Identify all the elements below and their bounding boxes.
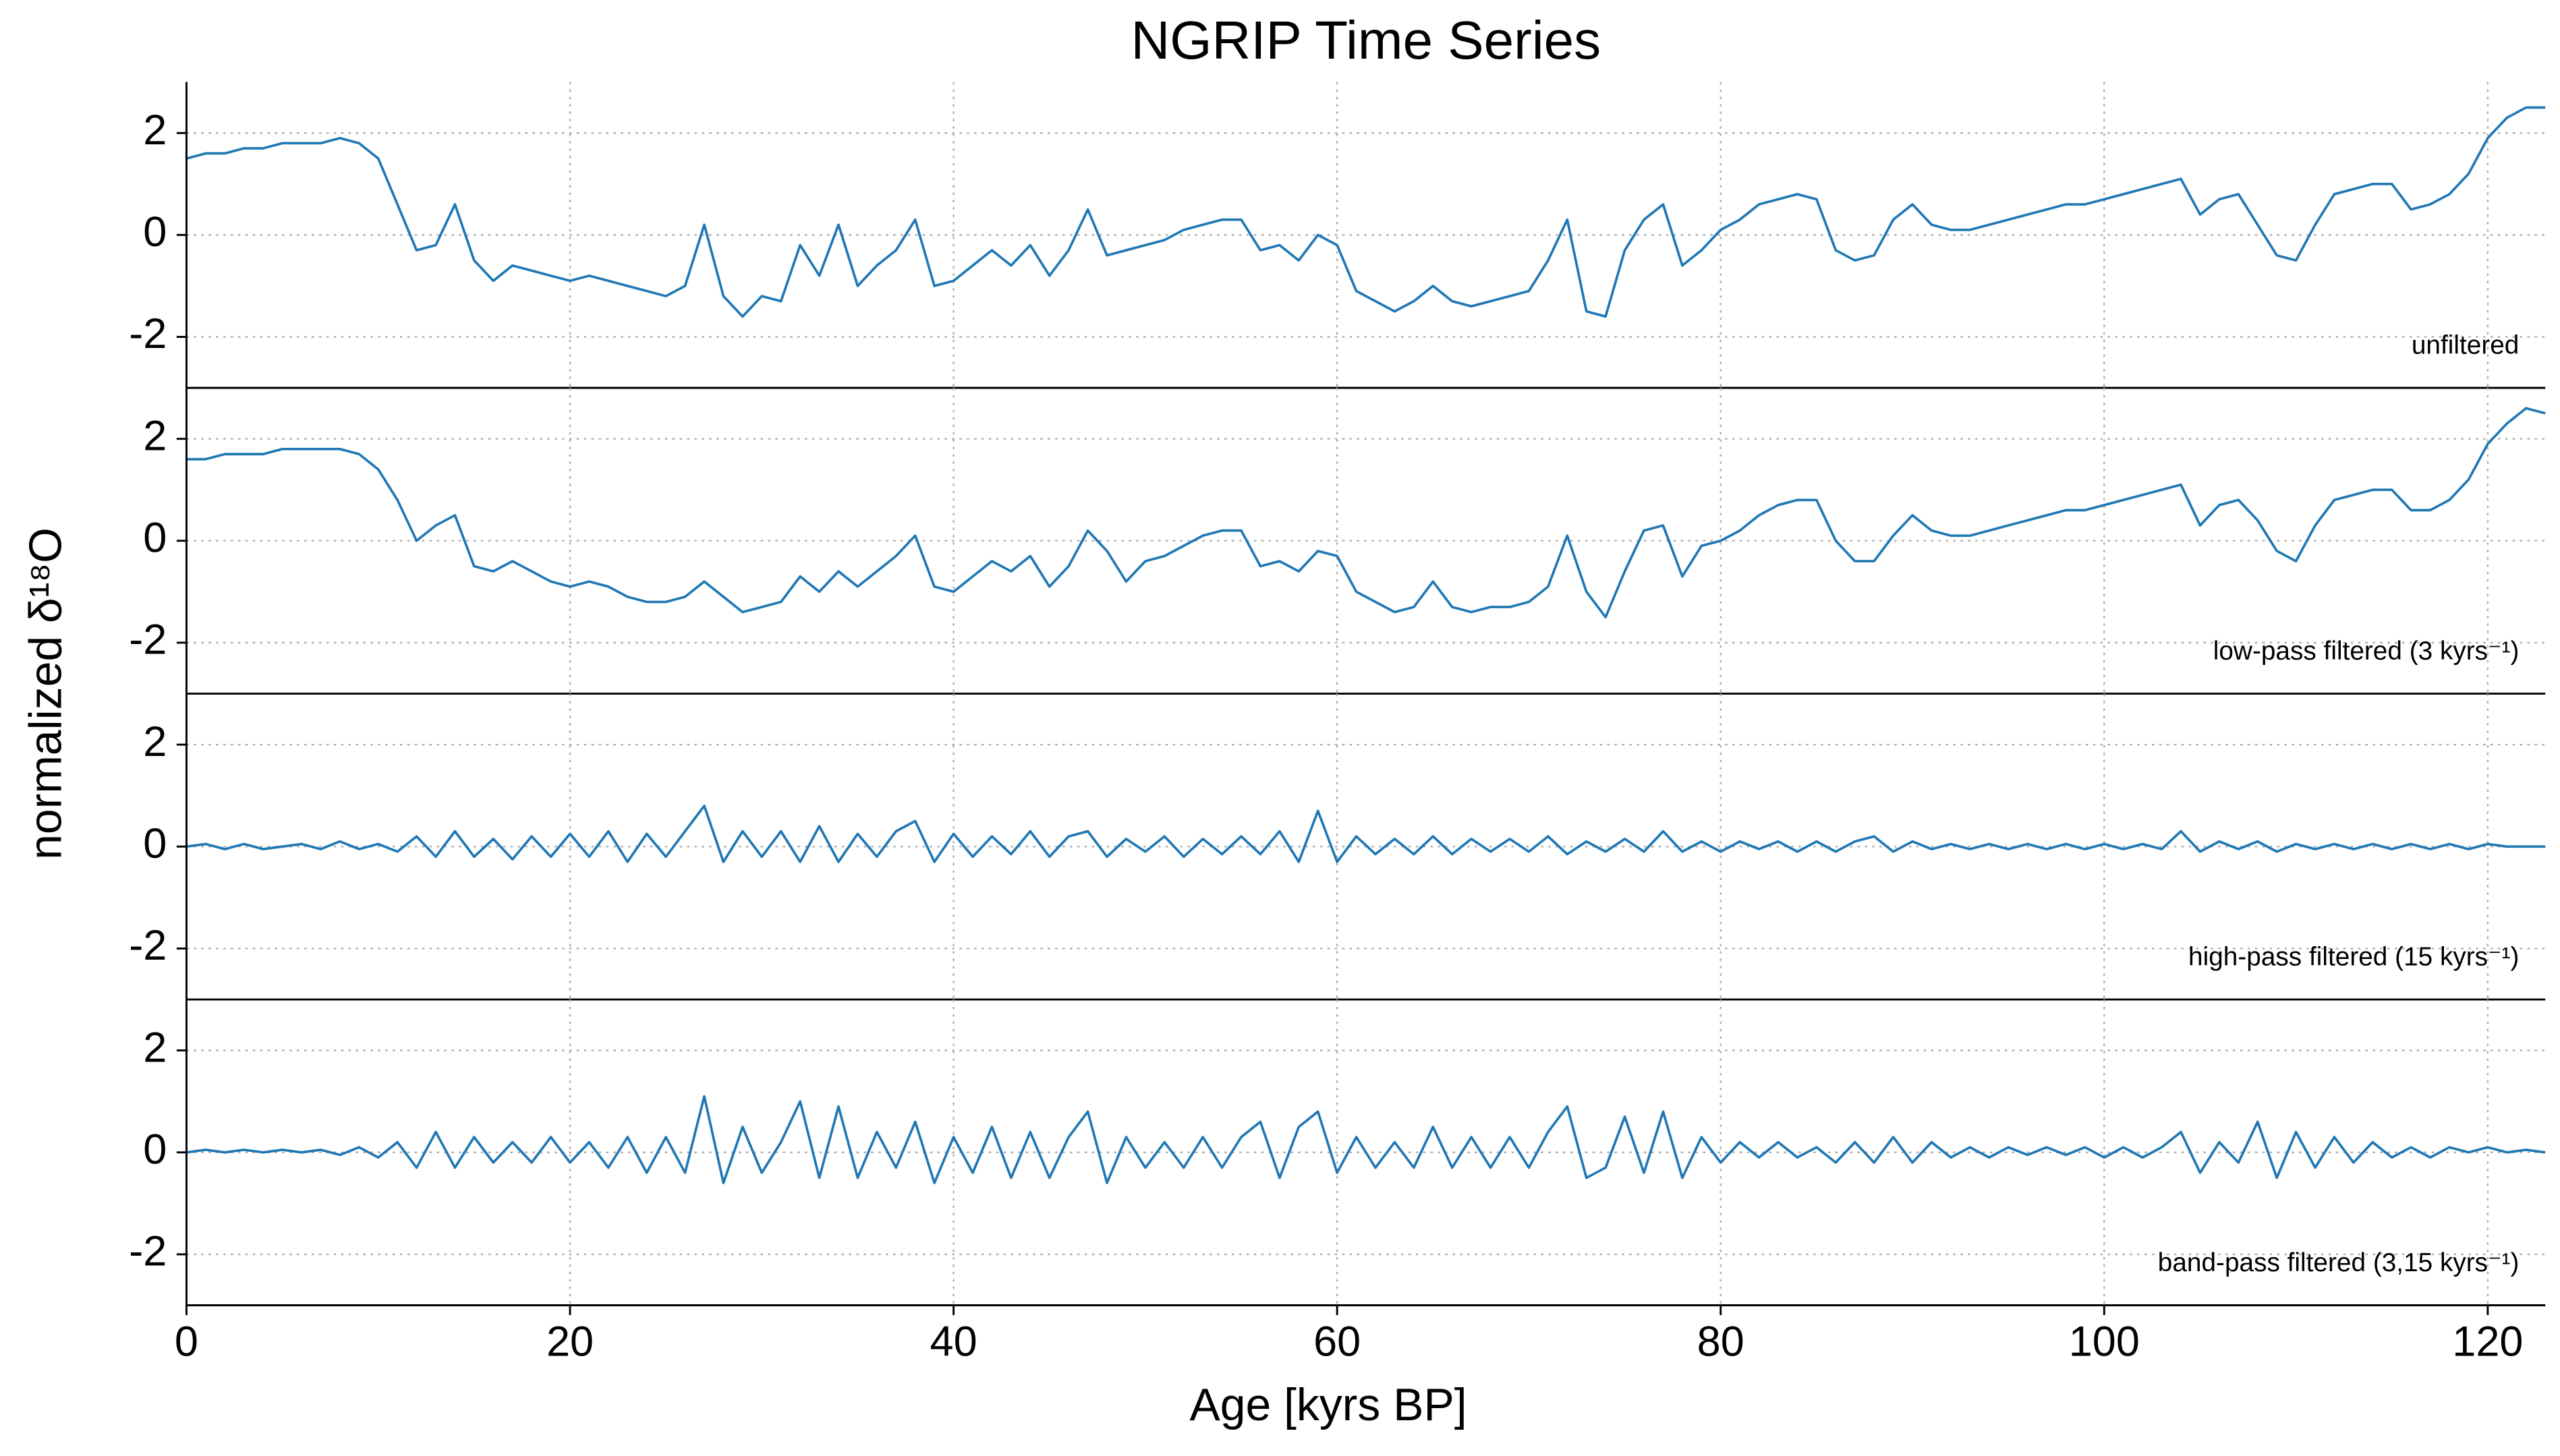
panel-annotation: unfiltered (2412, 331, 2520, 360)
x-tick-label: 60 (1313, 1318, 1361, 1365)
y-tick-label: 2 (143, 718, 167, 765)
x-tick-label: 40 (930, 1318, 977, 1365)
x-axis-label: Age [kyrs BP] (1189, 1380, 1467, 1430)
y-tick-label: -2 (129, 922, 167, 969)
panel-annotation: high-pass filtered (15 kyrs⁻¹) (2188, 943, 2519, 972)
data-line (186, 805, 2546, 863)
chart-title: NGRIP Time Series (1131, 10, 1601, 70)
panel-annotation: low-pass filtered (3 kyrs⁻¹) (2213, 637, 2520, 666)
y-tick-label: 2 (143, 412, 167, 459)
y-tick-label: 0 (143, 515, 167, 562)
y-tick-label: -2 (129, 616, 167, 664)
y-tick-label: -2 (129, 310, 167, 357)
data-line (186, 106, 2546, 318)
x-tick-label: 0 (175, 1318, 198, 1365)
y-tick-label: 2 (143, 1024, 167, 1071)
x-tick-label: 120 (2452, 1318, 2523, 1365)
y-tick-label: 0 (143, 1126, 167, 1173)
y-tick-label: 0 (143, 208, 167, 256)
panel-annotation: band-pass filtered (3,15 kyrs⁻¹) (2158, 1248, 2520, 1277)
x-tick-label: 20 (546, 1318, 594, 1365)
x-tick-label: 100 (2069, 1318, 2140, 1365)
data-line (186, 1095, 2546, 1184)
x-tick-label: 80 (1697, 1318, 1744, 1365)
y-tick-label: 2 (143, 107, 167, 154)
y-tick-label: -2 (129, 1228, 167, 1275)
y-axis-label: normalized δ¹⁸O (21, 527, 72, 860)
y-tick-label: 0 (143, 820, 167, 867)
data-line (186, 407, 2546, 619)
